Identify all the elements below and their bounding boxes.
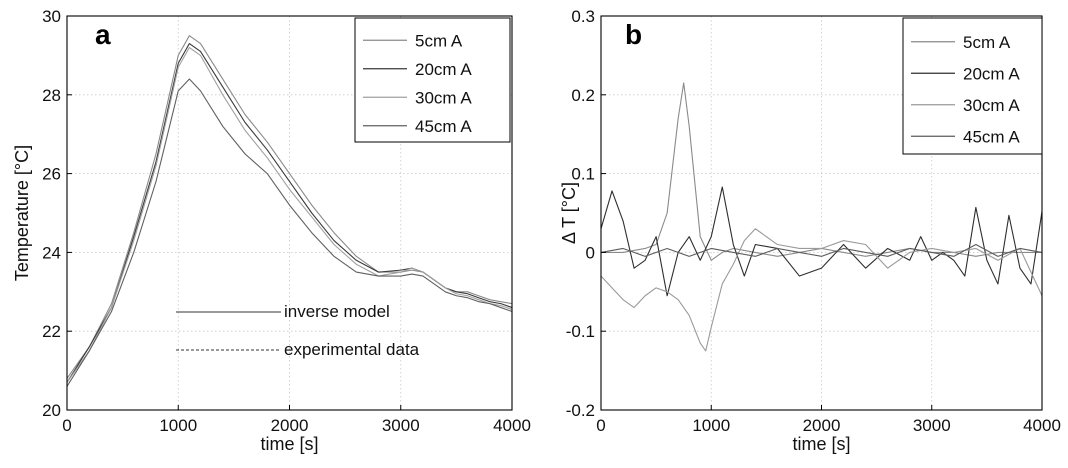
panel-a-temperature-chart: 0 1000 2000 3000 4000 20 22 24 26 28 30 time [s] Tem… (12, 7, 531, 454)
panel-b-series-30cm-a (600, 228, 1043, 352)
panel-a-series-30cm-a (66, 46, 513, 383)
panel-b-legend-box (902, 17, 1043, 155)
panel-a-legend-entry: 30cm A (415, 88, 472, 107)
panel-a-y-axis-label: Temperature [°C] (12, 145, 32, 281)
panel-b-y-tick-label: 0.1 (571, 165, 595, 184)
panel-a-legend-entry: 20cm A (415, 60, 472, 79)
panel-a-y-tick-label: 26 (42, 165, 61, 184)
panel-a-legend-entry: 5cm A (415, 31, 463, 50)
panel-b-y-tick-label: 0.3 (571, 7, 595, 26)
panel-b-series-5cm-a (601, 82, 1042, 261)
panel-a-letter-label: a (95, 19, 111, 50)
panel-a-x-tick-label: 0 (62, 416, 71, 435)
panel-b-legend-entry: 45cm A (963, 127, 1020, 146)
panel-a-y-tick-label: 22 (42, 322, 61, 341)
panel-a-x-axis-label: time [s] (260, 434, 318, 454)
panel-b-series-20cm-a (600, 186, 1043, 297)
panel-a-legend-box (354, 17, 511, 143)
panel-a-y-tick-label: 20 (42, 401, 61, 420)
panel-b-y-tick-label: -0.1 (566, 322, 595, 341)
panel-a-y-tick-label: 30 (42, 7, 61, 26)
panel-b-y-tick-label: -0.2 (566, 401, 595, 420)
panel-a-x-tick-label: 3000 (382, 416, 420, 435)
panel-a-series-45cm-a (66, 78, 513, 387)
panel-b-delta-t-chart: 0 1000 2000 3000 4000 -0.2 -0.1 0 0.1 0.2 0.3 time … (559, 7, 1061, 454)
panel-b-x-tick-label: 4000 (1023, 416, 1061, 435)
panel-a-legend-entry: 45cm A (415, 117, 472, 136)
panel-b-x-tick-label: 2000 (803, 416, 841, 435)
panel-a-x-tick-label: 2000 (271, 416, 309, 435)
panel-b-legend-entry: 5cm A (963, 33, 1011, 52)
panel-b-y-tick-label: 0 (586, 243, 595, 262)
panel-b-legend-entry: 30cm A (963, 96, 1020, 115)
panel-b-letter-label: b (625, 19, 642, 50)
panel-b-series-45cm-a (600, 243, 1043, 257)
panel-a-x-tick-label: 1000 (159, 416, 197, 435)
panel-b-x-tick-label: 1000 (692, 416, 730, 435)
panel-a-series-5cm-a (66, 35, 513, 379)
panel-b-legend-entry: 20cm A (963, 64, 1020, 83)
panel-b-y-tick-label: 0.2 (571, 86, 595, 105)
panel-a-x-tick-label: 4000 (493, 416, 531, 435)
panel-b-x-axis-label: time [s] (792, 434, 850, 454)
panel-a-y-tick-label: 24 (42, 243, 61, 262)
panel-b-x-tick-label: 3000 (913, 416, 951, 435)
panel-a-annotation-text: inverse model (284, 302, 390, 321)
panel-b-y-axis-label: Δ T [°C] (559, 182, 579, 244)
panel-a-y-tick-label: 28 (42, 86, 61, 105)
panel-a-series-20cm-a (66, 43, 513, 383)
panel-a-annotation-text: experimental data (284, 340, 420, 359)
panel-b-x-tick-label: 0 (596, 416, 605, 435)
